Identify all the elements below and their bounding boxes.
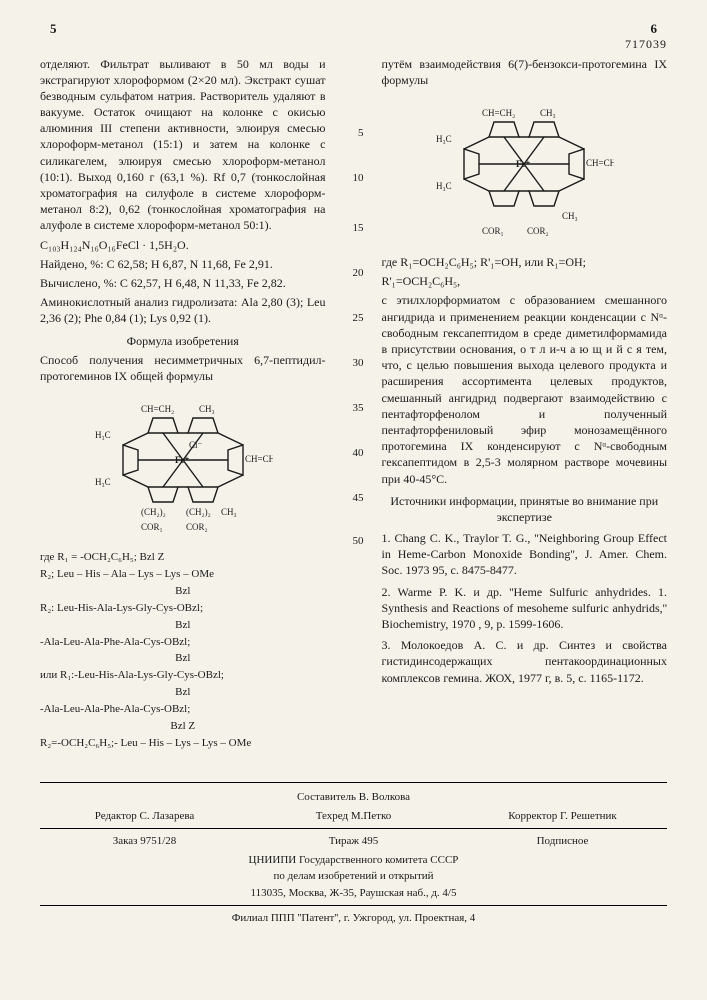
r-line: R₂: Leu-His-Ala-Lys-Gly-Cys-OBzl; — [40, 601, 326, 616]
r-line: Bzl Z — [40, 719, 326, 734]
footer-compiler: Составитель В. Волкова — [40, 789, 667, 806]
lbl-h3c-lb: H₃C — [95, 477, 111, 487]
r-line: Bzl — [40, 584, 326, 599]
lbl-r-tr: CH₃ — [540, 108, 556, 118]
line-number: 10 — [353, 171, 364, 186]
porphyrin-structure-left: CH=CH₂ CH₃ H₃C CH=CH₂ H₃C CH₃ Fe⁺ Cl⁻ (C… — [40, 390, 326, 544]
right-para-1: путём взаимодействия 6(7)-бензокси-прото… — [382, 56, 668, 88]
porphyrin-structure-right: CH=CH₂ CH₃ H₃C CH=CH₂ H₃C CH₃ Fe⁺ COR₁ C… — [382, 94, 668, 248]
lbl-ch2-bl: (CH₂)₂ — [141, 507, 166, 517]
right-main-claim: с этилхлорформиатом с образованием смеша… — [382, 292, 668, 486]
r-line: где R₁ = -OCH₂C₆H₅; Bzl Z — [40, 550, 326, 565]
right-where-2: R'₁=OCH₂C₆H₅, — [382, 273, 668, 289]
footer-order: Заказ 9751/28 — [40, 833, 249, 850]
r-line: Bzl — [40, 651, 326, 666]
left-found: Найдено, %: C 62,58; H 6,87, N 11,68, Fe… — [40, 256, 326, 272]
footer-credits-row: Редактор С. Лазарева Техред М.Петко Корр… — [40, 808, 667, 825]
lbl-fe: Fe⁺ — [175, 455, 189, 465]
lbl-ch3-tr: CH₃ — [199, 404, 215, 414]
page-number-right: 6 — [651, 20, 658, 38]
line-number: 15 — [353, 221, 364, 236]
r-line: Bzl — [40, 618, 326, 633]
line-number: 20 — [353, 266, 364, 281]
footer-org2: по делам изобретений и открытий — [40, 868, 667, 885]
r-definition-block: где R₁ = -OCH₂C₆H₅; Bzl Z R₂; Leu – His … — [40, 550, 326, 750]
left-calc: Вычислено, %: C 62,57, H 6,48, N 11,33, … — [40, 275, 326, 291]
lbl-ch3-rb: CH₃ — [221, 507, 237, 517]
lbl-ch2-br: (CH₂)₂ — [186, 507, 211, 517]
left-formula-elem: С₁₀₃H₁₂₄N₁₆O₁₆FeCl · 1,5H₂O. — [40, 237, 326, 253]
reference-3: 3. Молокоедов А. С. и др. Синтез и свойс… — [382, 637, 668, 686]
lbl-r-cor2: COR₂ — [527, 226, 549, 236]
claim-title: Формула изобретения — [40, 333, 326, 349]
page-number-row: 5 6 — [40, 20, 667, 38]
footer-tiraj: Тираж 495 — [249, 833, 458, 850]
footer-order-row: Заказ 9751/28 Тираж 495 Подписное — [40, 833, 667, 850]
r-line: -Ala-Leu-Ala-Phe-Ala-Cys-OBzl; — [40, 702, 326, 717]
document-id: 717039 — [625, 36, 667, 52]
lbl-ch-ch2: CH=CH₂ — [141, 404, 174, 414]
sources-title: Источники информации, принятые во вниман… — [382, 493, 668, 525]
lbl-cor1: COR₁ — [141, 522, 163, 532]
line-number-gutter: 5 10 15 20 25 30 35 40 45 50 — [344, 56, 364, 753]
footer-editor: Редактор С. Лазарева — [40, 808, 249, 825]
r-line: Bzl — [40, 685, 326, 700]
lbl-r-tl: CH=CH₂ — [482, 108, 515, 118]
r-line: -Ala-Leu-Ala-Phe-Ala-Cys-OBzl; — [40, 635, 326, 650]
lbl-r-cor1: COR₁ — [482, 226, 504, 236]
page-container: 5 6 717039 отделяют. Фильтрат выливают в… — [0, 0, 707, 1000]
footer-techred: Техред М.Петко — [249, 808, 458, 825]
right-column: путём взаимодействия 6(7)-бензокси-прото… — [382, 56, 668, 753]
lbl-r-rb: CH₃ — [562, 211, 578, 221]
line-number: 5 — [358, 126, 364, 141]
left-para-6: Способ получения несимметричных 6,7-пепт… — [40, 352, 326, 384]
footer-podpis: Подписное — [458, 833, 667, 850]
r-line: R₂=-OCH₂C₆H₅;- Leu – His – Lys – Lys – O… — [40, 736, 326, 751]
line-number: 35 — [353, 401, 364, 416]
lbl-h3c-lt: H₃C — [95, 430, 111, 440]
line-number: 40 — [353, 446, 364, 461]
footer-corrector: Корректор Г. Решетник — [458, 808, 667, 825]
footer-filial: Филиал ППП ''Патент'', г. Ужгород, ул. П… — [40, 910, 667, 927]
r-line: R₂; Leu – His – Ala – Lys – Lys – OMe — [40, 567, 326, 582]
line-number: 50 — [353, 534, 364, 549]
left-para-1: отделяют. Фильтрат выливают в 50 мл воды… — [40, 56, 326, 234]
page-number-left: 5 — [50, 20, 57, 38]
r-line: или R₁:-Leu-His-Ala-Lys-Gly-Cys-OBzl; — [40, 668, 326, 683]
left-amino: Аминокислотный анализ гидролизата: Ala 2… — [40, 294, 326, 326]
footer-addr: 113035, Москва, Ж-35, Раушская наб., д. … — [40, 885, 667, 902]
line-number: 30 — [353, 356, 364, 371]
reference-2: 2. Warme P. K. и др. ''Heme Sulfuric anh… — [382, 584, 668, 633]
two-column-layout: отделяют. Фильтрат выливают в 50 мл воды… — [40, 56, 667, 753]
lbl-cl: Cl⁻ — [189, 440, 203, 450]
lbl-r-lt: H₃C — [436, 134, 452, 144]
footer-block: Составитель В. Волкова Редактор С. Лазар… — [40, 782, 667, 927]
lbl-r-fe: Fe⁺ — [516, 159, 530, 169]
line-number: 45 — [353, 491, 364, 506]
left-column: отделяют. Фильтрат выливают в 50 мл воды… — [40, 56, 326, 753]
lbl-r-rm: CH=CH₂ — [586, 158, 614, 168]
reference-1: 1. Chang C. K., Traylor T. G., ''Neighbo… — [382, 530, 668, 579]
lbl-ch-ch2-r: CH=CH₂ — [245, 454, 273, 464]
footer-org: ЦНИИПИ Государственного комитета СССР — [40, 852, 667, 869]
line-number: 25 — [353, 311, 364, 326]
lbl-r-lb: H₃C — [436, 181, 452, 191]
references-block: 1. Chang C. K., Traylor T. G., ''Neighbo… — [382, 530, 668, 686]
lbl-cor2: COR₂ — [186, 522, 208, 532]
right-where-1: где R₁=OCH₂C₆H₅; R'₁=OH, или R₁=OH; — [382, 254, 668, 270]
